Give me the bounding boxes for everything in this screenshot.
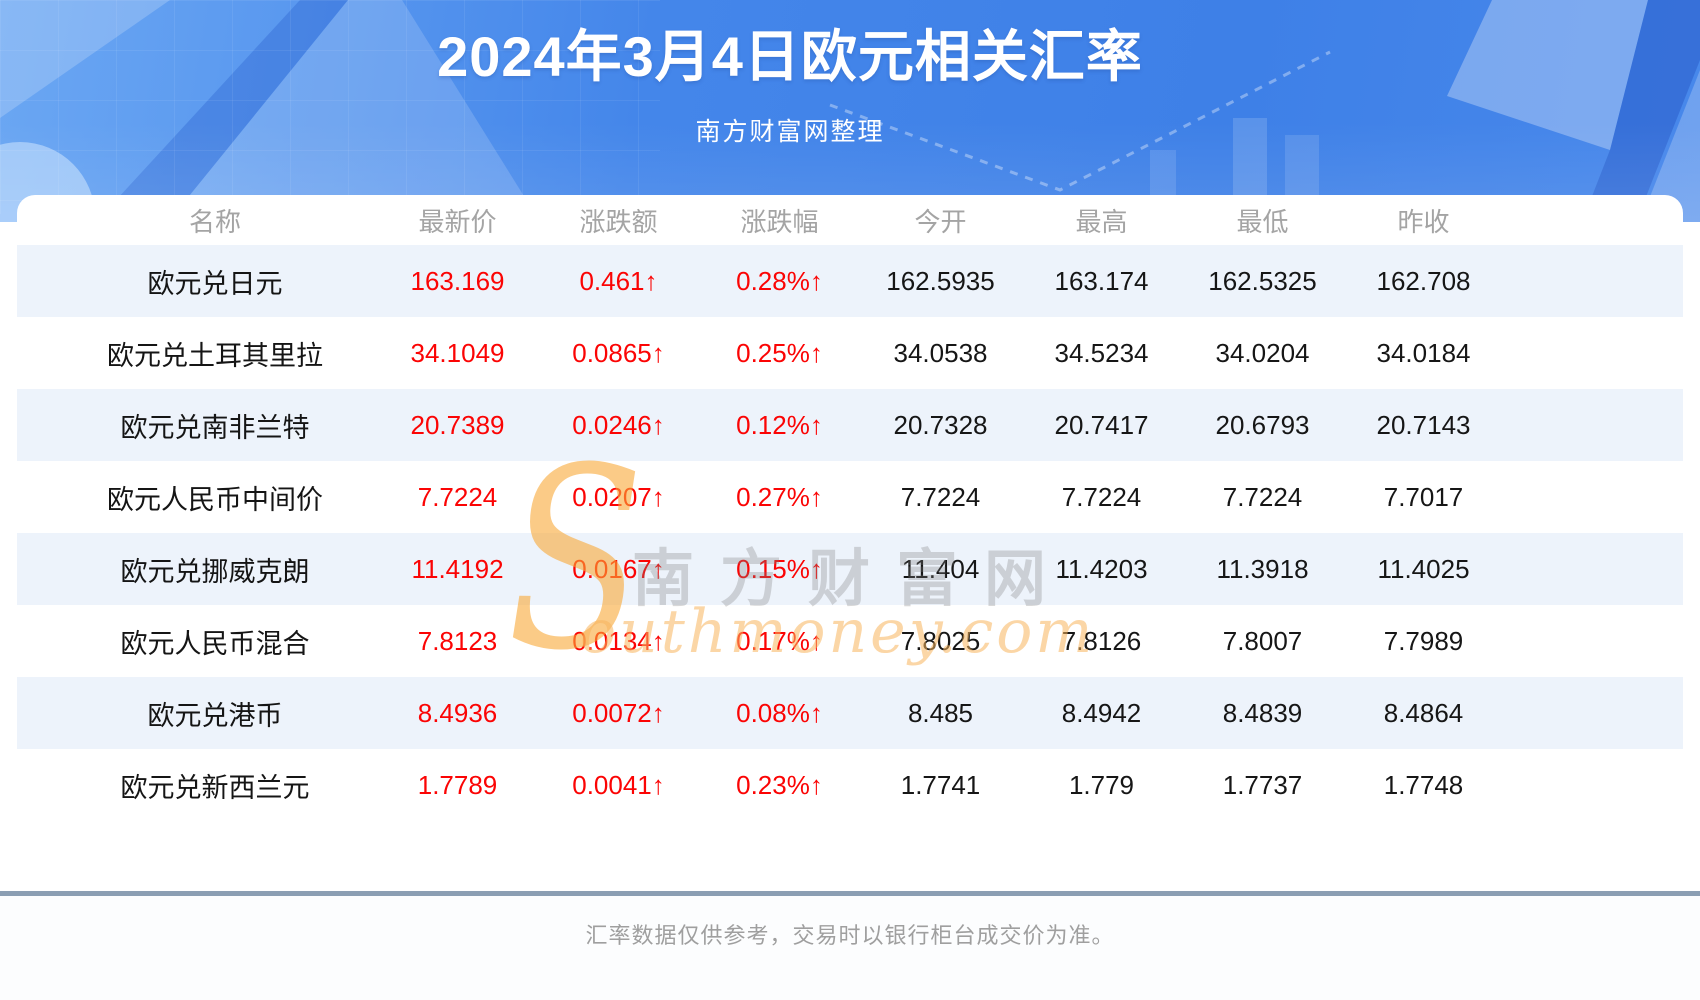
cell-low: 1.7737 [1222,769,1303,800]
cell-prev-close: 20.7143 [1376,409,1471,440]
cell-change: 0.0246↑ [572,409,665,440]
table-row: 欧元兑港币 8.4936 0.0072↑ 0.08%↑ 8.485 8.4942… [17,677,1683,749]
cell-name: 欧元兑新西兰元 [120,772,310,803]
column-header-low: 最低 [1236,206,1289,237]
cell-name: 欧元兑日元 [147,268,283,299]
cell-open: 1.7741 [900,769,981,800]
cell-prev-close: 34.0184 [1376,337,1471,368]
cell-last-price: 1.7789 [417,769,498,800]
cell-last-price: 163.169 [410,265,505,296]
cell-change-pct: 0.17%↑ [736,625,823,656]
cell-high: 34.5234 [1054,337,1149,368]
table-row: 欧元人民币混合 7.8123 0.0134↑ 0.17%↑ 7.8025 7.8… [17,605,1683,677]
header-banner: 2024年3月4日欧元相关汇率 南方财富网整理 [0,0,1700,222]
cell-high: 1.779 [1068,769,1135,800]
cell-name: 欧元兑南非兰特 [120,412,310,443]
cell-last-price: 8.4936 [417,697,498,728]
cell-last-price: 7.8123 [417,625,498,656]
cell-last-price: 11.4192 [411,553,504,584]
cell-change-pct: 0.12%↑ [736,409,823,440]
cell-low: 7.7224 [1222,481,1303,512]
column-header-last-price: 最新价 [418,206,497,237]
cell-low: 34.0204 [1215,337,1310,368]
table-header-row: 名称 最新价 涨跌额 涨跌幅 今开 最高 最低 昨收 [17,195,1683,245]
table-row: 欧元兑南非兰特 20.7389 0.0246↑ 0.12%↑ 20.7328 2… [17,389,1683,461]
table-row: 欧元兑土耳其里拉 34.1049 0.0865↑ 0.25%↑ 34.0538 … [17,317,1683,389]
cell-prev-close: 7.7017 [1383,481,1464,512]
cell-name: 欧元人民币混合 [120,628,310,659]
cell-prev-close: 162.708 [1376,265,1471,296]
cell-open: 20.7328 [893,409,988,440]
cell-change-pct: 0.28%↑ [736,265,823,296]
footer-area [0,896,1700,1000]
footer-divider [0,891,1700,896]
cell-change-pct: 0.08%↑ [736,697,823,728]
cell-name: 欧元兑港币 [147,700,283,731]
cell-name: 欧元兑土耳其里拉 [107,340,323,371]
cell-prev-close: 7.7989 [1383,625,1464,656]
table-row: 欧元兑日元 163.169 0.461↑ 0.28%↑ 162.5935 163… [17,245,1683,317]
cell-change-pct: 0.15%↑ [736,553,823,584]
cell-change: 0.0072↑ [572,697,665,728]
column-header-change-pct: 涨跌幅 [740,206,819,237]
table-row: 欧元兑新西兰元 1.7789 0.0041↑ 0.23%↑ 1.7741 1.7… [17,749,1683,821]
cell-change: 0.0207↑ [572,481,665,512]
cell-open: 8.485 [907,697,974,728]
banner-chart-decoration [829,50,1331,200]
page-title: 2024年3月4日欧元相关汇率 [437,25,1143,88]
cell-change-pct: 0.25%↑ [736,337,823,368]
cell-low: 162.5325 [1208,265,1317,296]
cell-name: 欧元兑挪威克朗 [120,556,310,587]
cell-open: 7.7224 [900,481,981,512]
cell-change: 0.0134↑ [572,625,665,656]
column-header-open: 今开 [914,206,967,237]
cell-open: 7.8025 [900,625,981,656]
cell-open: 34.0538 [893,337,988,368]
cell-prev-close: 1.7748 [1383,769,1464,800]
cell-prev-close: 11.4025 [1377,553,1470,584]
cell-change: 0.0041↑ [572,769,665,800]
cell-prev-close: 8.4864 [1383,697,1464,728]
page-subtitle: 南方财富网整理 [695,117,885,146]
cell-open: 11.404 [901,553,980,584]
footer-note: 汇率数据仅供参考，交易时以银行柜台成交价为准。 [585,923,1115,948]
title-block: 2024年3月4日欧元相关汇率 南方财富网整理 [0,26,1700,148]
cell-high: 8.4942 [1061,697,1142,728]
cell-low: 8.4839 [1222,697,1303,728]
cell-change-pct: 0.27%↑ [736,481,823,512]
cell-high: 20.7417 [1054,409,1149,440]
table-row: 欧元人民币中间价 7.7224 0.0207↑ 0.27%↑ 7.7224 7.… [17,461,1683,533]
cell-last-price: 7.7224 [417,481,498,512]
banner-glow-decoration [0,0,1700,222]
cell-last-price: 20.7389 [410,409,505,440]
column-header-name: 名称 [188,206,241,237]
cell-low: 11.3918 [1216,553,1309,584]
column-header-prev-close: 昨收 [1397,206,1450,237]
table-row: 欧元兑挪威克朗 11.4192 0.0167↑ 0.15%↑ 11.404 11… [17,533,1683,605]
rates-table-card: 名称 最新价 涨跌额 涨跌幅 今开 最高 最低 昨收 欧元兑日元 163.169… [17,195,1683,894]
banner-grid-decoration [0,0,660,214]
cell-high: 163.174 [1054,265,1149,296]
cell-high: 11.4203 [1055,553,1148,584]
cell-change: 0.0865↑ [572,337,665,368]
cell-high: 7.8126 [1061,625,1142,656]
cell-high: 7.7224 [1061,481,1142,512]
cell-low: 20.6793 [1215,409,1310,440]
cell-name: 欧元人民币中间价 [107,484,323,515]
cell-change-pct: 0.23%↑ [736,769,823,800]
cell-change: 0.0167↑ [572,553,665,584]
cell-open: 162.5935 [886,265,995,296]
cell-last-price: 34.1049 [410,337,505,368]
cell-change: 0.461↑ [579,265,658,296]
column-header-change: 涨跌额 [579,206,658,237]
cell-low: 7.8007 [1222,625,1303,656]
column-header-high: 最高 [1075,206,1128,237]
